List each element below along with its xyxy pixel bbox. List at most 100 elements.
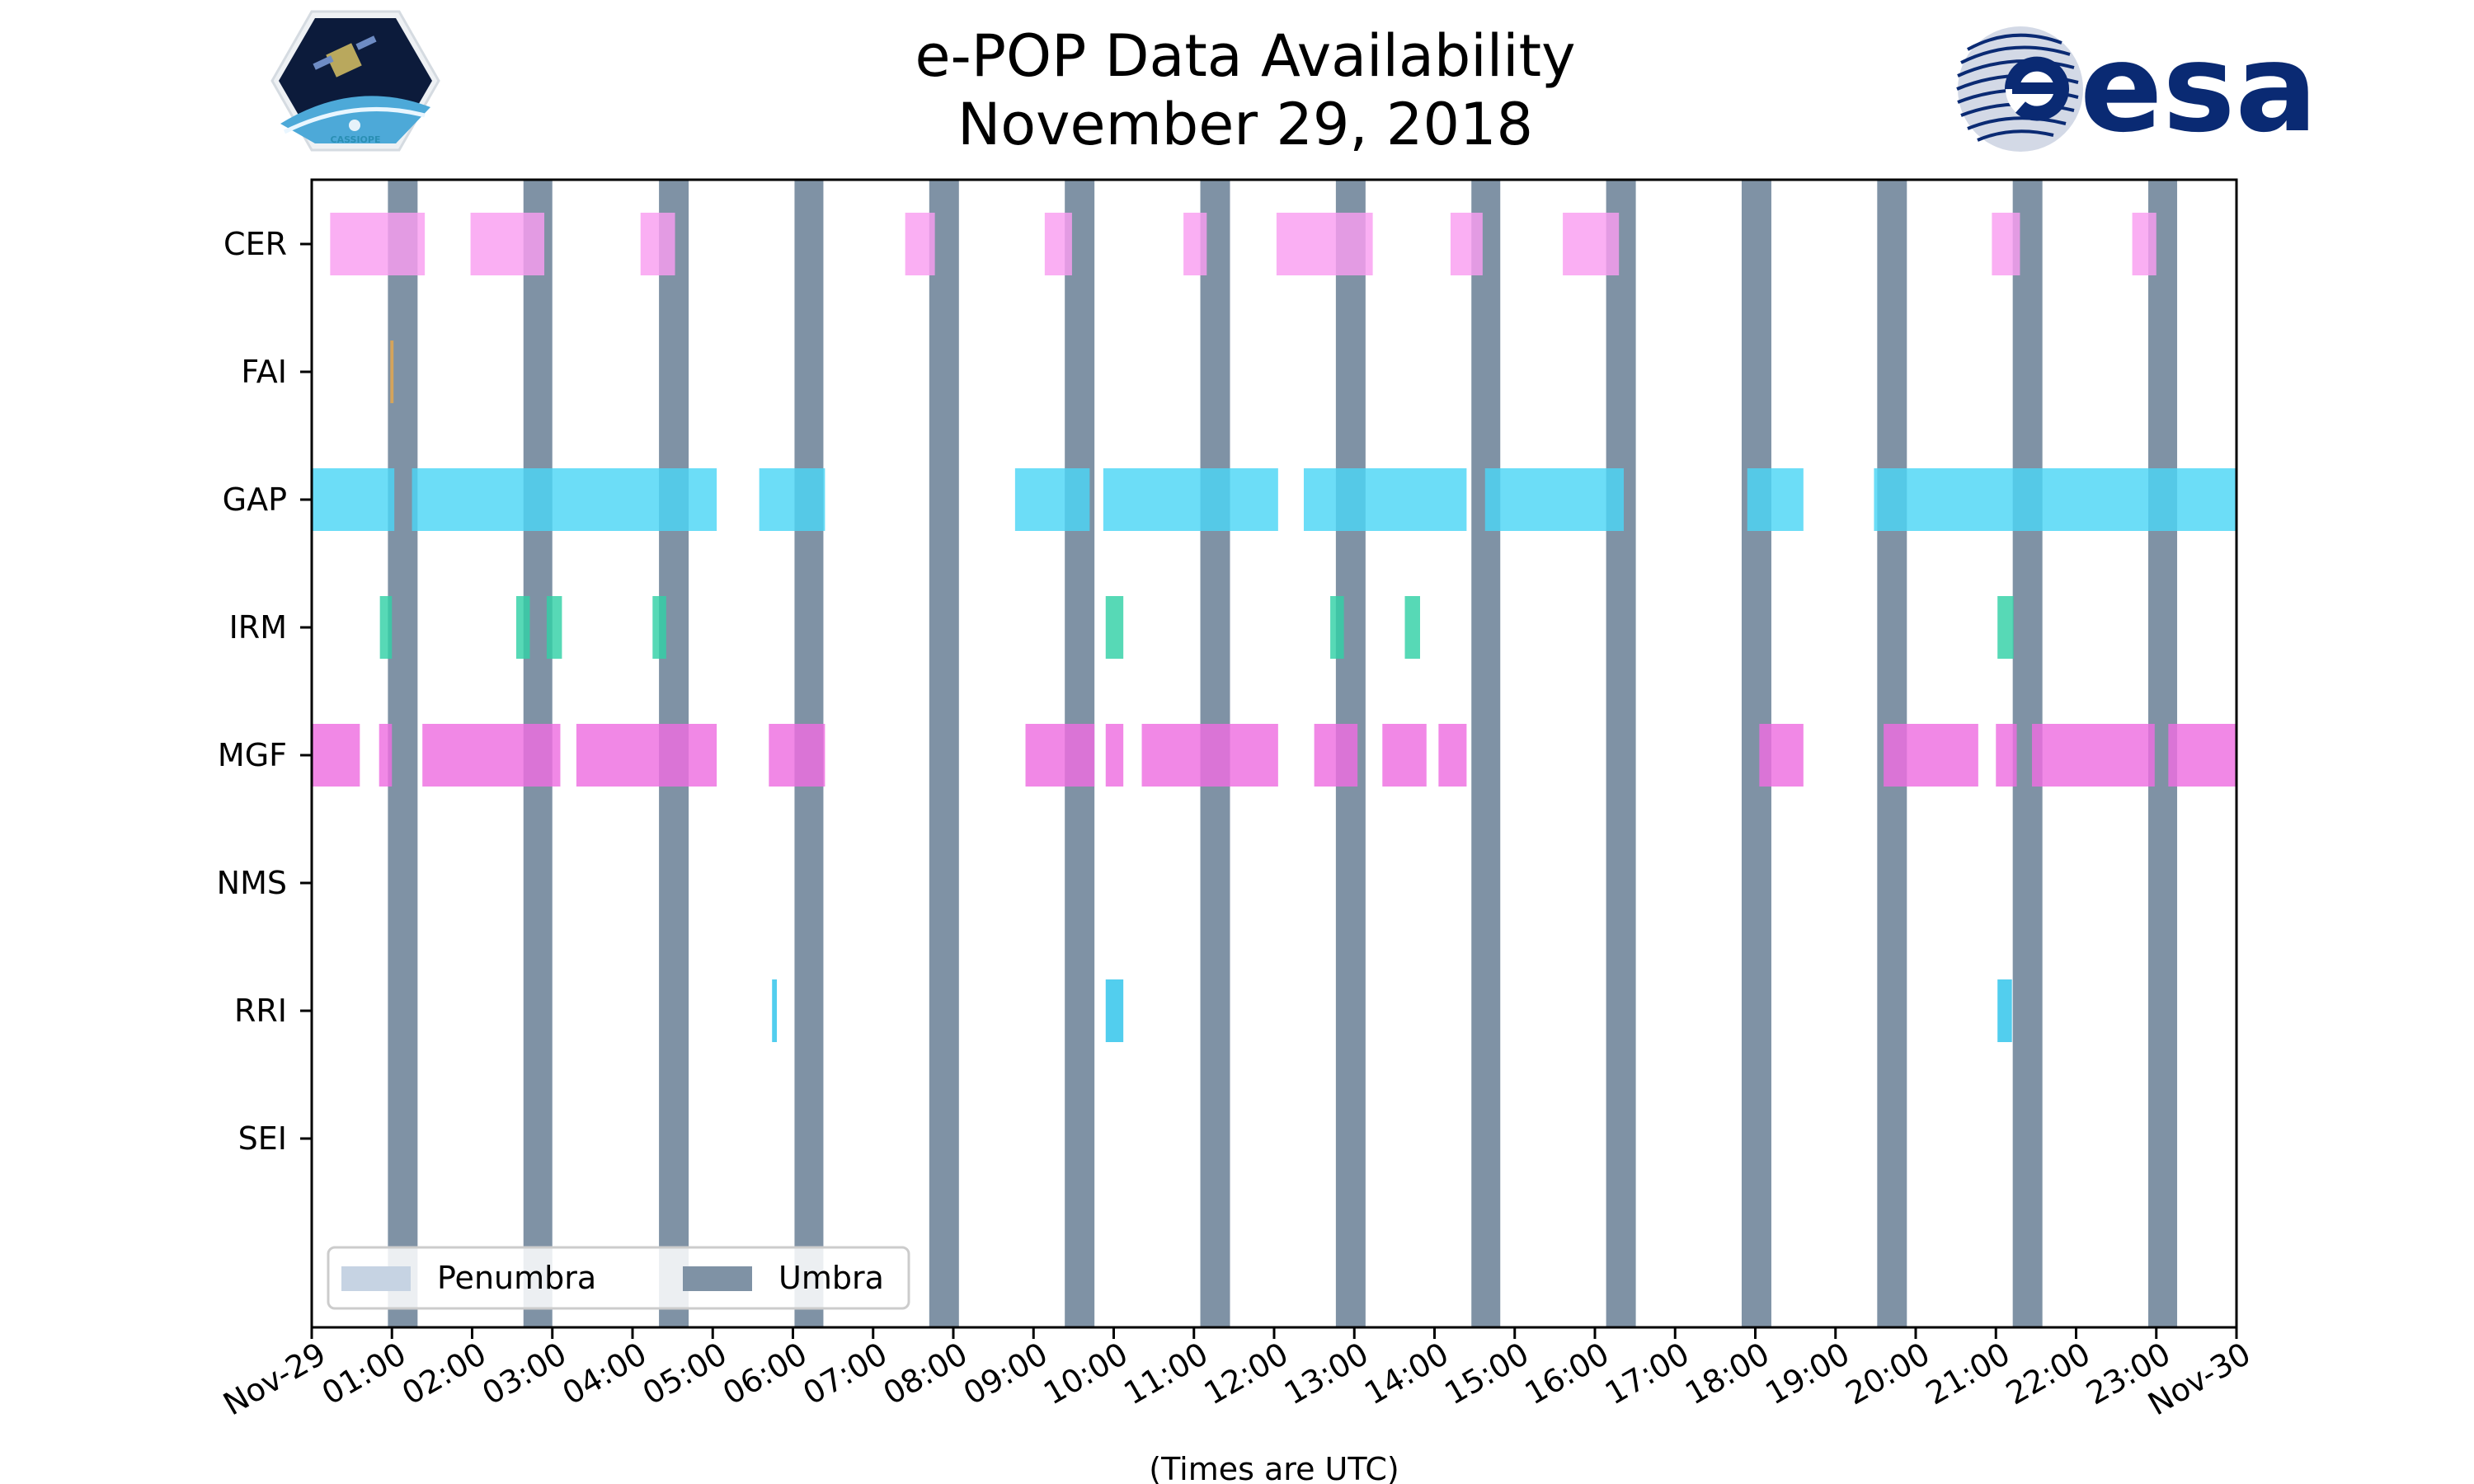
bar-irm-4 — [1105, 596, 1124, 659]
bar-cer-5 — [1183, 213, 1207, 275]
umbra-band-9 — [1606, 180, 1636, 1327]
x-tick-label-12: 12:00 — [1198, 1336, 1295, 1412]
bar-irm-0 — [379, 596, 393, 659]
bar-gap-0 — [312, 468, 395, 531]
bar-mgf-12 — [1884, 724, 1978, 787]
bar-irm-6 — [1404, 596, 1420, 659]
bar-mgf-3 — [576, 724, 717, 787]
bar-irm-5 — [1330, 596, 1344, 659]
y-tick-label-mgf: MGF — [218, 737, 287, 773]
x-tick-label-13: 13:00 — [1278, 1336, 1375, 1412]
bar-cer-2 — [640, 213, 675, 275]
x-tick-label-3: 03:00 — [476, 1336, 572, 1412]
bar-mgf-10 — [1438, 724, 1467, 787]
bar-mgf-8 — [1314, 724, 1358, 787]
plot-area — [310, 178, 2238, 1329]
x-tick-label-8: 08:00 — [877, 1336, 974, 1412]
bar-irm-7 — [1997, 596, 2014, 659]
y-tick-label-gap: GAP — [223, 481, 287, 518]
bar-irm-1 — [515, 596, 530, 659]
umbra-band-8 — [1471, 180, 1501, 1327]
bar-cer-0 — [330, 213, 426, 275]
legend-label-penumbra: Penumbra — [437, 1260, 596, 1296]
x-tick-label-1: 01:00 — [316, 1336, 412, 1412]
bar-mgf-13 — [1996, 724, 2017, 787]
bar-mgf-11 — [1759, 724, 1804, 787]
legend-label-umbra: Umbra — [778, 1260, 884, 1296]
y-axis: CER FAI GAP IRM MGF NMS RRI SEI — [217, 226, 312, 1157]
x-tick-label-19: 19:00 — [1759, 1336, 1856, 1412]
bar-mgf-9 — [1382, 724, 1427, 787]
bar-gap-5 — [1303, 468, 1467, 531]
bar-cer-8 — [1563, 213, 1620, 275]
y-tick-label-cer: CER — [223, 226, 287, 262]
legend-swatch-penumbra — [341, 1266, 411, 1291]
y-tick-label-sei: SEI — [238, 1120, 287, 1157]
x-tick-label-21: 21:00 — [1920, 1336, 2016, 1412]
bar-gap-2 — [759, 468, 825, 531]
x-tick-label-4: 04:00 — [557, 1336, 653, 1412]
y-tick-label-fai: FAI — [241, 354, 287, 390]
bar-mgf-15 — [2168, 724, 2236, 787]
bar-fai-0 — [390, 340, 394, 403]
cassiope-logo-text: CASSIOPE — [331, 134, 381, 145]
x-tick-label-14: 14:00 — [1358, 1336, 1455, 1412]
legend-swatch-umbra — [683, 1266, 752, 1291]
chart-title-line-2: November 29, 2018 — [957, 91, 1533, 158]
x-tick-label-6: 06:00 — [717, 1336, 813, 1412]
x-tick-label-11: 11:00 — [1117, 1336, 1214, 1412]
bar-cer-7 — [1450, 213, 1483, 275]
y-tick-label-rri: RRI — [234, 993, 287, 1029]
y-tick-label-nms: NMS — [217, 865, 287, 901]
bar-mgf-0 — [312, 724, 360, 787]
bar-rri-1 — [1105, 979, 1124, 1042]
bar-cer-1 — [470, 213, 545, 275]
legend-box — [327, 1246, 910, 1310]
x-tick-label-10: 10:00 — [1037, 1336, 1134, 1412]
x-tick-label-17: 17:00 — [1599, 1336, 1696, 1412]
bar-gap-4 — [1103, 468, 1278, 531]
bar-gap-1 — [412, 468, 717, 531]
bar-mgf-6 — [1105, 724, 1124, 787]
bar-cer-10 — [2132, 213, 2157, 275]
legend: Penumbra Umbra — [327, 1246, 910, 1310]
x-axis-label: (Times are UTC) — [1149, 1451, 1399, 1484]
umbra-band-4 — [929, 180, 959, 1327]
x-tick-label-22: 22:00 — [2000, 1336, 2096, 1412]
x-tick-label-5: 05:00 — [637, 1336, 733, 1412]
bar-mgf-1 — [379, 724, 393, 787]
x-tick-label-20: 20:00 — [1840, 1336, 1936, 1412]
esa-logo-icon: esa — [1956, 17, 2317, 159]
y-tick-label-irm: IRM — [229, 609, 287, 646]
esa-logo-text: esa — [2080, 17, 2317, 159]
bar-mgf-5 — [1025, 724, 1095, 787]
bar-mgf-2 — [422, 724, 561, 787]
x-axis: Nov-2901:0002:0003:0004:0005:0006:0007:0… — [217, 1327, 2257, 1423]
instrument-bars — [312, 213, 2236, 1042]
x-tick-label-15: 15:00 — [1438, 1336, 1535, 1412]
x-tick-label-9: 09:00 — [957, 1336, 1054, 1412]
x-tick-label-16: 16:00 — [1519, 1336, 1616, 1412]
bar-gap-8 — [1874, 468, 2236, 531]
bar-cer-3 — [905, 213, 935, 275]
bar-mgf-7 — [1141, 724, 1278, 787]
bar-gap-3 — [1014, 468, 1090, 531]
bar-irm-2 — [546, 596, 562, 659]
bar-rri-2 — [1997, 979, 2012, 1042]
bar-cer-4 — [1044, 213, 1072, 275]
x-tick-label-18: 18:00 — [1679, 1336, 1776, 1412]
cassiope-mission-logo-icon: CASSIOPE — [270, 10, 440, 152]
bar-cer-9 — [1992, 213, 2020, 275]
bar-gap-6 — [1484, 468, 1625, 531]
x-tick-label-0: Nov-29 — [217, 1336, 332, 1423]
bar-mgf-14 — [2032, 724, 2155, 787]
bar-cer-6 — [1276, 213, 1373, 275]
bar-mgf-4 — [769, 724, 825, 787]
x-tick-label-7: 07:00 — [797, 1336, 893, 1412]
bar-gap-7 — [1747, 468, 1804, 531]
x-tick-label-2: 02:00 — [396, 1336, 492, 1412]
chart-title-line-1: e-POP Data Availability — [915, 22, 1575, 90]
bar-rri-0 — [772, 979, 778, 1042]
bar-irm-3 — [652, 596, 666, 659]
